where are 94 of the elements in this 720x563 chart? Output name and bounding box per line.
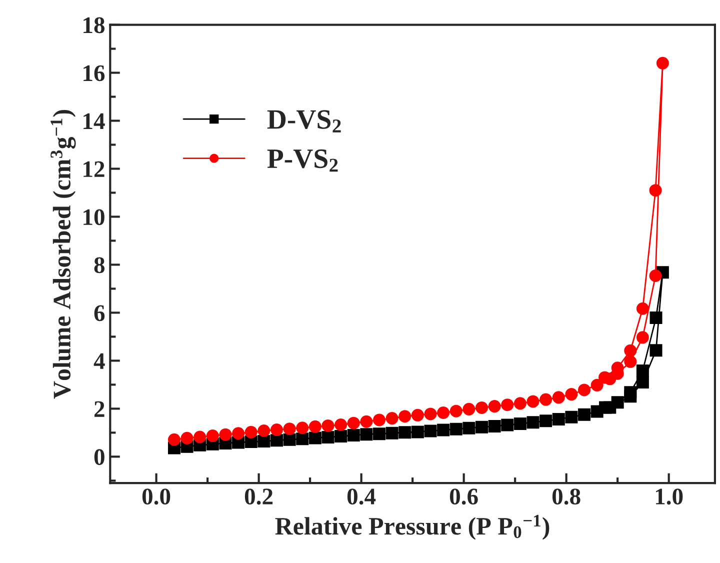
point	[656, 56, 669, 70]
point	[258, 424, 270, 437]
y-tick-label: 18	[84, 17, 105, 34]
point	[552, 391, 565, 404]
point	[565, 410, 578, 424]
point	[411, 426, 424, 438]
point	[599, 401, 612, 414]
y-axis-title: Volume Adsorbed (cm$^{3}$g$^{−1}$)	[50, 110, 76, 399]
point	[347, 429, 360, 442]
y-tick-label: 8	[94, 257, 105, 274]
point	[450, 404, 462, 418]
point	[360, 428, 373, 441]
point	[322, 419, 334, 432]
point	[194, 430, 206, 444]
point	[180, 432, 194, 444]
point	[462, 422, 476, 434]
point	[360, 415, 373, 428]
point	[540, 414, 552, 428]
point	[590, 378, 604, 392]
point	[578, 384, 591, 396]
point	[476, 401, 488, 414]
point	[526, 395, 540, 408]
point	[398, 426, 412, 439]
x-tick-label: 1.0	[656, 488, 683, 505]
y-tick-label: 16	[84, 65, 105, 82]
point	[514, 418, 526, 430]
point	[372, 428, 386, 440]
legend-label: P-VS$_{2}$	[267, 149, 338, 172]
point	[437, 406, 450, 420]
x-axis-title: Relative Pressure (P P$_{0}$$^{−1}$)	[275, 514, 550, 540]
point	[270, 434, 283, 447]
point	[322, 430, 334, 444]
y-tick-label: 12	[84, 161, 104, 177]
point	[624, 344, 637, 357]
point	[296, 422, 309, 434]
point	[168, 433, 180, 446]
point	[501, 418, 514, 432]
y-tick-label: 4	[94, 353, 105, 369]
point	[501, 398, 514, 412]
point	[649, 184, 662, 197]
x-tick-label: 0.8	[552, 488, 580, 505]
point	[462, 402, 476, 416]
point	[296, 432, 309, 446]
point	[488, 400, 501, 413]
y-tick-label: 6	[94, 305, 105, 322]
x-tick-label: 0.4	[347, 488, 376, 505]
point	[649, 269, 662, 282]
x-tick-label: 0.0	[142, 488, 170, 505]
point	[488, 420, 501, 432]
point	[636, 376, 649, 389]
point	[283, 422, 296, 436]
point	[424, 424, 437, 438]
x-tick-label: 0.2	[244, 488, 273, 505]
point	[334, 430, 348, 443]
y-tick-label: 2	[94, 401, 104, 417]
point	[650, 344, 662, 357]
point	[372, 414, 386, 426]
y-tick-label: 14	[84, 113, 105, 129]
point	[636, 364, 649, 378]
point	[244, 426, 258, 438]
point	[624, 386, 637, 399]
point	[258, 435, 270, 448]
point	[540, 393, 552, 406]
point	[219, 428, 232, 441]
point	[636, 331, 649, 344]
point	[206, 430, 219, 442]
point	[514, 397, 526, 410]
point	[565, 388, 578, 401]
point	[526, 416, 540, 429]
point	[308, 420, 322, 433]
point	[411, 408, 424, 422]
point	[347, 416, 360, 430]
point	[398, 410, 412, 423]
y-tick-label: 10	[84, 209, 104, 226]
y-tick-label: 0	[94, 449, 104, 466]
point	[386, 412, 398, 425]
point	[552, 412, 565, 426]
point	[450, 422, 462, 436]
point	[636, 302, 649, 315]
point	[624, 355, 637, 368]
legend-label: D-VS$_{2}$	[267, 110, 341, 132]
x-tick-label: 0.6	[450, 488, 478, 505]
point	[476, 420, 488, 434]
point	[270, 424, 283, 436]
point	[334, 418, 348, 431]
point	[437, 424, 450, 436]
point	[611, 396, 624, 409]
point	[232, 427, 245, 440]
point	[308, 432, 322, 444]
point	[283, 433, 296, 446]
point	[424, 408, 437, 420]
point	[650, 311, 662, 324]
point	[386, 426, 398, 440]
point	[578, 408, 591, 421]
